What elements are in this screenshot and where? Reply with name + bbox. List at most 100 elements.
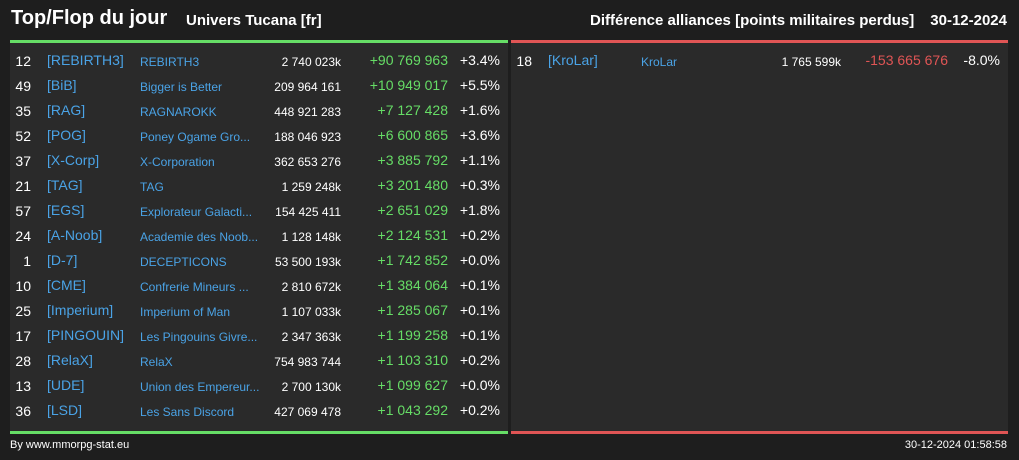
percent-cell: +5.5%: [459, 77, 500, 93]
diff-cell: +1 099 627: [377, 377, 448, 393]
diff-cell: +3 201 480: [377, 177, 448, 193]
diff-cell: +7 127 428: [377, 102, 448, 118]
rank-cell: 49: [15, 78, 31, 94]
top-row: 1 [D-7] DECEPTICONS 53 500 193k +1 742 852 +0…: [10, 249, 508, 274]
alliance-tag-link[interactable]: [KroLar]: [548, 52, 598, 68]
footer-credit: By www.mmorpg-stat.eu: [10, 439, 130, 451]
rank-cell: 1: [23, 253, 31, 269]
top-row: 25 [Imperium] Imperium of Man 1 107 033k +1 …: [10, 299, 508, 324]
rank-cell: 24: [15, 228, 31, 244]
alliance-name-link[interactable]: Academie des Noob...: [140, 230, 259, 244]
alliance-name-link[interactable]: DECEPTICONS: [140, 255, 227, 269]
points-cell: 427 069 478: [274, 405, 341, 419]
alliance-name-link[interactable]: RelaX: [140, 355, 173, 369]
category-label: Différence alliances [points militaires …: [590, 12, 915, 29]
percent-cell: +0.0%: [459, 252, 500, 268]
alliance-name-link[interactable]: Confrerie Mineurs ...: [140, 280, 249, 294]
rank-cell: 57: [15, 203, 31, 219]
rank-cell: 37: [15, 153, 31, 169]
rank-cell: 18: [516, 53, 532, 69]
rank-cell: 28: [15, 353, 31, 369]
alliance-tag-link[interactable]: [POG]: [47, 127, 86, 143]
rank-cell: 36: [15, 403, 31, 419]
top-row: 13 [UDE] Union des Empereur... 2 700 130k +1…: [10, 374, 508, 399]
diff-cell: +1 103 310: [377, 352, 448, 368]
points-cell: 2 700 130k: [281, 380, 341, 394]
alliance-name-link[interactable]: Bigger is Better: [140, 80, 223, 94]
top-row: 21 [TAG] TAG 1 259 248k +3 201 480 +0.3%: [10, 174, 508, 199]
top-row: 10 [CME] Confrerie Mineurs ... 2 810 672k +1…: [10, 274, 508, 299]
footer-timestamp: 30-12-2024 01:58:58: [904, 439, 1007, 451]
alliance-name-link[interactable]: Les Pingouins Givre...: [140, 330, 258, 344]
points-cell: 53 500 193k: [274, 255, 341, 269]
rank-cell: 10: [15, 278, 31, 294]
rank-cell: 52: [15, 128, 31, 144]
percent-cell: +3.4%: [459, 52, 500, 68]
universe-label: Univers Tucana [fr]: [186, 12, 322, 29]
alliance-name-link[interactable]: X-Corporation: [140, 155, 215, 169]
alliance-tag-link[interactable]: [CME]: [47, 277, 86, 293]
percent-cell: +0.2%: [459, 227, 500, 243]
points-cell: 209 964 161: [274, 80, 341, 94]
diff-cell: +6 600 865: [377, 127, 448, 143]
top-row: 49 [BiB] Bigger is Better 209 964 161 +10 94…: [10, 74, 508, 99]
diff-cell: -153 665 676: [865, 52, 948, 68]
alliance-tag-link[interactable]: [EGS]: [47, 202, 85, 218]
alliance-name-link[interactable]: Explorateur Galacti...: [140, 205, 253, 219]
percent-cell: +0.1%: [459, 327, 500, 343]
page-title: Top/Flop du jour: [11, 7, 168, 29]
points-cell: 2 740 023k: [281, 55, 341, 69]
diff-cell: +1 384 064: [377, 277, 448, 293]
alliance-tag-link[interactable]: [REBIRTH3]: [47, 52, 124, 68]
alliance-tag-link[interactable]: [RelaX]: [47, 352, 93, 368]
percent-cell: +1.1%: [459, 152, 500, 168]
alliance-name-link[interactable]: Union des Empereur...: [140, 380, 260, 394]
alliance-name-link[interactable]: KroLar: [641, 55, 678, 69]
percent-cell: +3.6%: [459, 127, 500, 143]
points-cell: 1 128 148k: [281, 230, 341, 244]
points-cell: 448 921 283: [274, 105, 341, 119]
rank-cell: 12: [15, 53, 31, 69]
top-row: 24 [A-Noob] Academie des Noob... 1 128 148k…: [10, 224, 508, 249]
alliance-tag-link[interactable]: [UDE]: [47, 377, 85, 393]
points-cell: 1 107 033k: [281, 305, 341, 319]
diff-cell: +1 043 292: [377, 402, 448, 418]
top-row: 36 [LSD] Les Sans Discord 427 069 478 +1 043…: [10, 399, 508, 424]
diff-cell: +3 885 792: [377, 152, 448, 168]
percent-cell: +1.6%: [459, 102, 500, 118]
alliance-tag-link[interactable]: [D-7]: [47, 252, 78, 268]
date-label: 30-12-2024: [930, 12, 1007, 29]
alliance-tag-link[interactable]: [X-Corp]: [47, 152, 100, 168]
alliance-name-link[interactable]: REBIRTH3: [140, 55, 200, 69]
rank-cell: 21: [15, 178, 31, 194]
percent-cell: +0.1%: [459, 302, 500, 318]
rank-cell: 13: [15, 378, 31, 394]
flop-row: 18 [KroLar] KroLar 1 765 599k -153 665 676 -8…: [511, 49, 1008, 74]
percent-cell: +0.0%: [459, 377, 500, 393]
percent-cell: +0.1%: [459, 277, 500, 293]
percent-cell: +0.2%: [459, 352, 500, 368]
alliance-name-link[interactable]: Poney Ogame Gro...: [140, 130, 251, 144]
diff-cell: +1 742 852: [377, 252, 448, 268]
alliance-tag-link[interactable]: [RAG]: [47, 102, 86, 118]
points-cell: 2 347 363k: [281, 330, 341, 344]
alliance-tag-link[interactable]: [Imperium]: [47, 302, 114, 318]
alliance-tag-link[interactable]: [TAG]: [47, 177, 83, 193]
diff-cell: +90 769 963: [369, 52, 448, 68]
header: Top/Flop du jour Univers Tucana [fr] Dif…: [0, 0, 1019, 40]
top-row: 37 [X-Corp] X-Corporation 362 653 276 +3 885…: [10, 149, 508, 174]
alliance-tag-link[interactable]: [PINGOUIN]: [47, 327, 125, 343]
diff-cell: +2 124 531: [377, 227, 448, 243]
alliance-tag-link[interactable]: [LSD]: [47, 402, 83, 418]
alliance-name-link[interactable]: RAGNAROKK: [140, 105, 217, 119]
alliance-tag-link[interactable]: [A-Noob]: [47, 227, 103, 243]
alliance-name-link[interactable]: Les Sans Discord: [140, 405, 235, 419]
diff-cell: +10 949 017: [369, 77, 448, 93]
top-row: 12 [REBIRTH3] REBIRTH3 2 740 023k +90 769 96…: [10, 49, 508, 74]
alliance-name-link[interactable]: TAG: [140, 180, 164, 194]
alliance-name-link[interactable]: Imperium of Man: [140, 305, 231, 319]
percent-cell: +0.3%: [459, 177, 500, 193]
top-row: 52 [POG] Poney Ogame Gro... 188 046 923 +6 6…: [10, 124, 508, 149]
rank-cell: 17: [15, 328, 31, 344]
alliance-tag-link[interactable]: [BiB]: [47, 77, 77, 93]
